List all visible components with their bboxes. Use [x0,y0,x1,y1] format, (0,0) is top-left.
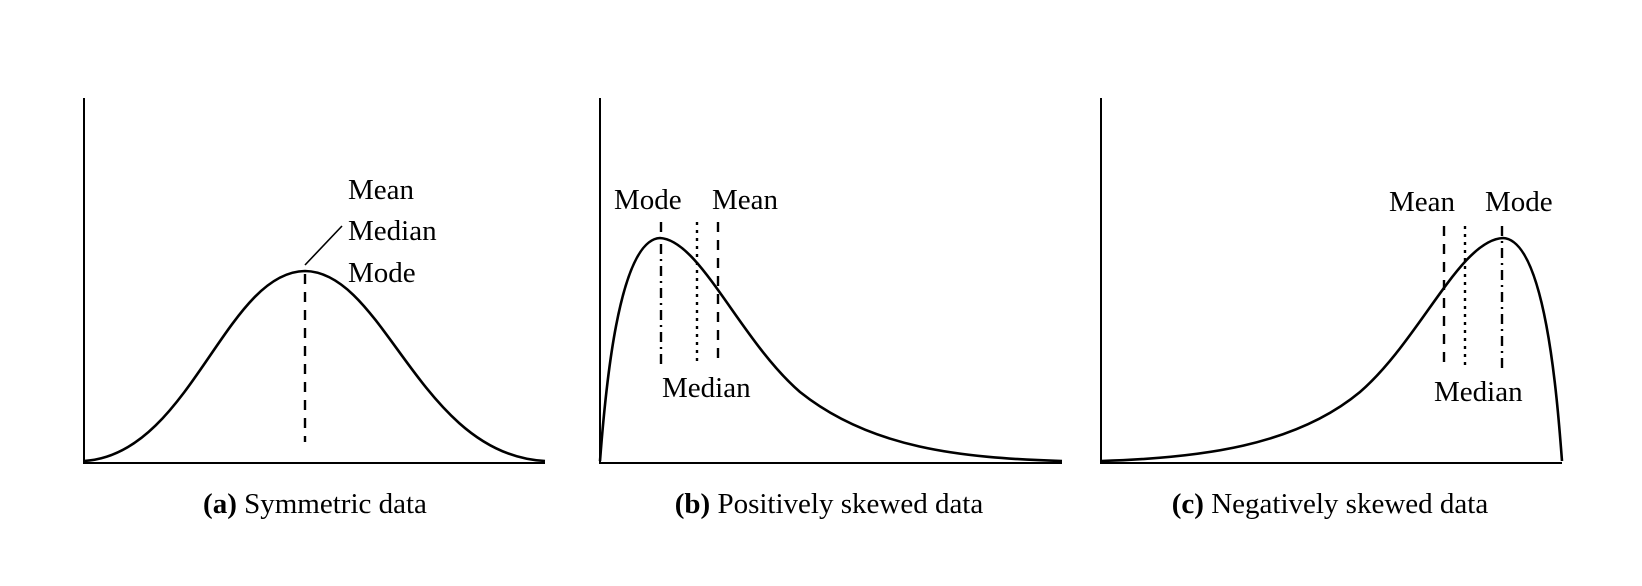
panel-a-mean-label: Mean [348,174,415,206]
panel-b-curve [598,236,1063,463]
panel-c-mean-label: Mean [1389,186,1456,218]
panel-symmetric: Mean Median Mode (a) Symmetric data [83,98,546,520]
panel-a-leader-line [304,225,343,266]
panel-b-median-label: Median [662,372,751,404]
panel-b-axes [599,98,1062,464]
panel-c-median-label: Median [1434,376,1523,408]
panel-a-caption-letter: (a) [203,488,237,520]
panel-c-axes [1100,98,1562,464]
panel-b-caption-text: Positively skewed data [710,488,983,520]
panel-a-axes [83,98,545,464]
panel-a-caption: (a) Symmetric data [203,488,427,520]
panel-c-caption-text: Negatively skewed data [1204,488,1488,520]
panel-c-curve [1100,236,1564,463]
panel-c-caption-letter: (c) [1172,488,1204,520]
panel-b-caption: (b) Positively skewed data [675,488,984,520]
panel-negative-skew: Mean Mode Median (c) Negatively skewed d… [1100,98,1564,520]
panel-a-caption-text: Symmetric data [237,488,427,520]
panel-a-mode-label: Mode [348,257,416,289]
panel-b-mode-label: Mode [614,184,682,216]
panel-a-curve [83,269,546,463]
panel-c-caption: (c) Negatively skewed data [1172,488,1489,520]
panel-b-mean-label: Mean [712,184,779,216]
panel-a-median-label: Median [348,215,437,247]
panel-b-caption-letter: (b) [675,488,710,520]
panel-c-mode-label: Mode [1485,186,1553,218]
panel-positive-skew: Mode Mean Median (b) Positively skewed d… [598,98,1063,520]
